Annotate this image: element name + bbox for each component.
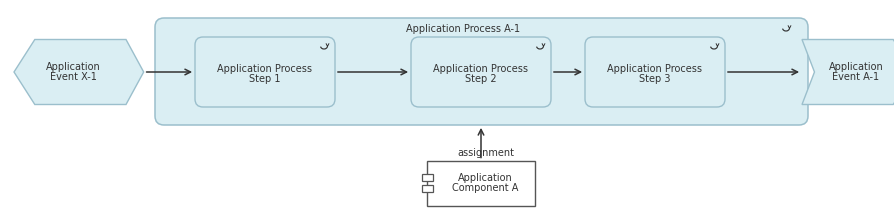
FancyBboxPatch shape xyxy=(422,173,433,181)
FancyBboxPatch shape xyxy=(155,18,807,125)
FancyBboxPatch shape xyxy=(426,160,535,206)
Text: Event X-1: Event X-1 xyxy=(50,72,97,82)
FancyBboxPatch shape xyxy=(195,37,334,107)
Text: Application: Application xyxy=(46,62,100,72)
Text: Step 2: Step 2 xyxy=(465,74,496,84)
FancyBboxPatch shape xyxy=(422,185,433,192)
Text: Application Process: Application Process xyxy=(217,64,312,74)
Text: Application Process A-1: Application Process A-1 xyxy=(406,24,520,34)
Polygon shape xyxy=(14,40,144,105)
Text: Component A: Component A xyxy=(451,183,518,193)
Text: Application: Application xyxy=(457,173,511,183)
Polygon shape xyxy=(801,40,894,105)
Text: assignment: assignment xyxy=(457,147,514,158)
Text: Step 3: Step 3 xyxy=(638,74,670,84)
Text: Application: Application xyxy=(828,62,882,72)
Text: Application Process: Application Process xyxy=(607,64,702,74)
FancyBboxPatch shape xyxy=(585,37,724,107)
Text: Event A-1: Event A-1 xyxy=(831,72,879,82)
Text: Application Process: Application Process xyxy=(433,64,528,74)
Text: Step 1: Step 1 xyxy=(249,74,281,84)
FancyBboxPatch shape xyxy=(410,37,551,107)
